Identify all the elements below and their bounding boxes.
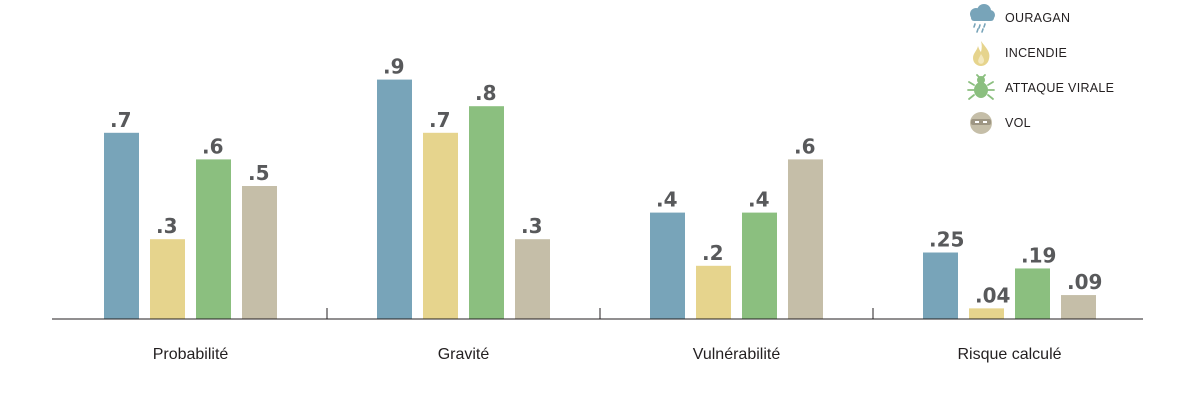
value-label: .7 bbox=[429, 108, 451, 132]
legend-label: ATTAQUE VIRALE bbox=[1005, 81, 1114, 95]
bar-vol-1 bbox=[242, 186, 277, 319]
value-label: .8 bbox=[475, 81, 497, 105]
category-labels: Probabilité Gravité Vulnérabilité Risque ca… bbox=[153, 346, 1062, 363]
value-label: .04 bbox=[975, 283, 1010, 307]
value-label: .5 bbox=[248, 161, 270, 185]
bar-ouragan-3 bbox=[650, 212, 685, 319]
bar-ouragan-2 bbox=[377, 79, 412, 319]
value-label: .3 bbox=[521, 214, 543, 238]
bar-attaque-virale-1 bbox=[196, 159, 231, 319]
bar-attaque-virale-2 bbox=[469, 106, 504, 319]
value-label: .09 bbox=[1067, 270, 1102, 294]
bar-vol-4 bbox=[1061, 295, 1096, 319]
value-label: .19 bbox=[1021, 243, 1056, 267]
legend-label: VOL bbox=[1005, 116, 1031, 130]
legend: OURAGAN INCENDIE ATTAQUE VIRALE VOL bbox=[967, 4, 1114, 134]
bar-attaque-virale-3 bbox=[742, 212, 777, 319]
masked-thief-icon bbox=[970, 112, 992, 134]
bar-incendie-4 bbox=[969, 308, 1004, 319]
legend-item: ATTAQUE VIRALE bbox=[967, 74, 1114, 100]
bar-attaque-virale-4 bbox=[1015, 268, 1050, 319]
value-label: .25 bbox=[929, 228, 964, 252]
bar-incendie-2 bbox=[423, 132, 458, 319]
value-label: .2 bbox=[702, 241, 724, 265]
category-label: Gravité bbox=[438, 346, 490, 363]
value-label: .4 bbox=[748, 188, 770, 212]
value-label: .6 bbox=[202, 134, 224, 158]
flame-icon bbox=[973, 41, 990, 66]
bars-layer bbox=[104, 79, 1096, 319]
bar-vol-3 bbox=[788, 159, 823, 319]
bar-incendie-1 bbox=[150, 239, 185, 319]
bar-vol-2 bbox=[515, 239, 550, 319]
storm-cloud-icon bbox=[970, 4, 995, 33]
category-label: Vulnérabilité bbox=[693, 346, 781, 363]
bar-incendie-3 bbox=[696, 265, 731, 319]
value-labels-layer: .7 .3 .6 .5 .9 .7 .8 .3 .4 .2 .4 .6 .25 .04 .19 .09 bbox=[110, 55, 1102, 308]
value-label: .7 bbox=[110, 108, 132, 132]
legend-item: OURAGAN bbox=[970, 4, 1070, 33]
value-label: .4 bbox=[656, 188, 678, 212]
value-label: .6 bbox=[794, 134, 816, 158]
bar-ouragan-4 bbox=[923, 252, 958, 319]
value-label: .3 bbox=[156, 214, 178, 238]
group-dividers bbox=[326, 308, 874, 319]
legend-item: INCENDIE bbox=[973, 41, 1067, 66]
value-label: .9 bbox=[383, 55, 405, 79]
legend-label: INCENDIE bbox=[1005, 46, 1067, 60]
legend-item: VOL bbox=[970, 112, 1031, 134]
category-label: Probabilité bbox=[153, 346, 229, 363]
legend-label: OURAGAN bbox=[1005, 11, 1070, 25]
bar-ouragan-1 bbox=[104, 132, 139, 319]
virus-bug-icon bbox=[967, 74, 995, 100]
category-label: Risque calculé bbox=[957, 346, 1061, 363]
